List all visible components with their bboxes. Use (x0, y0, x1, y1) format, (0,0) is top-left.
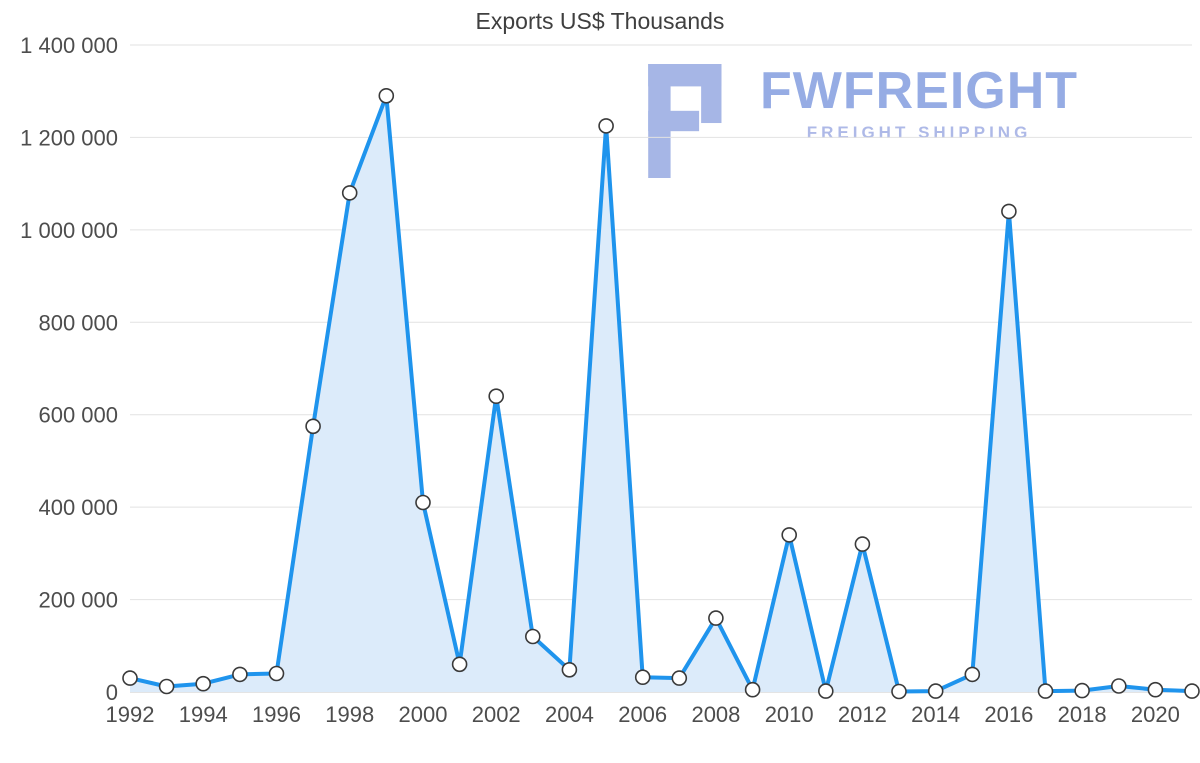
x-tick-label: 2020 (1131, 702, 1180, 727)
y-tick-label: 0 (106, 680, 118, 705)
x-tick-label: 2016 (984, 702, 1033, 727)
data-point-marker[interactable] (671, 670, 688, 686)
x-tick-label: 1994 (179, 702, 228, 727)
x-tick-label: 2004 (545, 702, 594, 727)
data-point-marker[interactable] (927, 683, 944, 699)
data-point-marker[interactable] (158, 678, 175, 695)
data-point-marker[interactable] (1037, 683, 1054, 699)
series-line (128, 93, 1194, 694)
data-point-marker[interactable] (964, 666, 981, 683)
y-tick-label: 1 200 000 (20, 125, 118, 150)
data-point-marker[interactable] (598, 118, 614, 134)
data-point-marker[interactable] (488, 388, 505, 405)
x-tick-label: 2006 (618, 702, 667, 727)
x-tick-label: 1998 (325, 702, 374, 727)
x-tick-label: 2000 (398, 702, 447, 727)
data-point-marker[interactable] (415, 494, 431, 511)
data-point-marker[interactable] (341, 185, 358, 201)
data-point-marker[interactable] (854, 536, 871, 552)
x-tick-label: 1996 (252, 702, 301, 727)
y-tick-label: 200 000 (38, 588, 118, 613)
data-point-marker[interactable] (1147, 681, 1164, 698)
x-tick-label: 2002 (472, 702, 521, 727)
data-point-marker[interactable] (634, 669, 651, 686)
y-tick-label: 400 000 (38, 495, 118, 520)
y-tick-label: 800 000 (38, 310, 118, 335)
data-point-marker[interactable] (708, 610, 724, 626)
data-point-marker[interactable] (305, 418, 321, 435)
x-tick-label: 2018 (1058, 702, 1107, 727)
data-point-marker[interactable] (122, 670, 138, 686)
x-tick-label: 1992 (106, 702, 155, 727)
y-tick-label: 1 400 000 (20, 33, 118, 58)
data-point-marker[interactable] (891, 683, 907, 700)
x-tick-label: 2008 (691, 702, 740, 727)
area-fill (130, 95, 1192, 693)
data-point-marker[interactable] (451, 656, 468, 673)
x-tick-label: 2014 (911, 702, 960, 727)
data-point-marker[interactable] (1001, 203, 1017, 220)
data-point-marker[interactable] (817, 683, 834, 699)
data-point-marker[interactable] (268, 665, 285, 682)
x-tick-label: 2010 (765, 702, 814, 727)
data-point-marker[interactable] (1074, 682, 1090, 699)
data-point-marker[interactable] (524, 628, 541, 645)
y-tick-label: 1 000 000 (20, 218, 118, 243)
y-tick-label: 600 000 (38, 403, 118, 428)
x-tick-label: 2012 (838, 702, 887, 727)
data-point-marker[interactable] (781, 527, 798, 543)
data-point-marker[interactable] (378, 88, 395, 104)
data-point-marker[interactable] (1184, 683, 1200, 699)
data-point-marker[interactable] (561, 661, 578, 678)
data-point-marker[interactable] (232, 666, 248, 683)
chart-title: Exports US$ Thousands (475, 8, 725, 34)
data-point-marker[interactable] (195, 675, 211, 692)
data-point-marker[interactable] (1111, 678, 1127, 694)
data-point-marker[interactable] (744, 681, 761, 698)
